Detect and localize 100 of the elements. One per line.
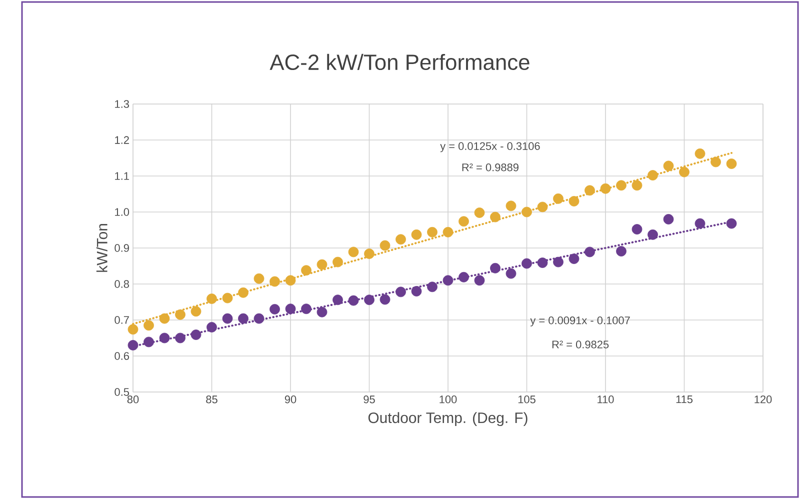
point xyxy=(348,246,359,258)
point xyxy=(679,166,690,178)
point xyxy=(238,287,248,298)
y-tick-label: 1.1 xyxy=(115,172,129,180)
point xyxy=(332,294,343,306)
point xyxy=(458,216,469,227)
y-tick-label: 1.2 xyxy=(115,136,129,144)
point xyxy=(144,320,154,331)
point xyxy=(159,332,170,344)
point xyxy=(522,206,532,218)
point xyxy=(128,324,138,335)
point xyxy=(506,268,516,279)
point xyxy=(175,332,186,344)
point xyxy=(710,156,721,168)
point xyxy=(490,212,500,222)
x-tick-label: 120 xyxy=(754,396,772,404)
x-axis-title: Outdoor Temp. (Deg. F) xyxy=(368,412,528,426)
point xyxy=(254,313,264,324)
point xyxy=(663,160,674,172)
point xyxy=(332,256,343,268)
point xyxy=(301,304,312,314)
point xyxy=(442,275,454,286)
point xyxy=(474,275,485,286)
point xyxy=(726,158,737,169)
point xyxy=(348,295,359,306)
point xyxy=(301,265,312,276)
point xyxy=(206,322,217,332)
point xyxy=(128,340,138,350)
point xyxy=(270,304,280,314)
y-tick-label: 0.5 xyxy=(114,388,130,396)
point xyxy=(458,272,469,282)
x-tick-label: 110 xyxy=(598,396,614,404)
point xyxy=(522,258,532,269)
point xyxy=(553,256,564,268)
annotation: R² = 0.9889 xyxy=(462,163,518,172)
point xyxy=(474,208,485,218)
point xyxy=(364,294,374,306)
point xyxy=(584,246,595,258)
point xyxy=(427,226,438,238)
point xyxy=(632,224,642,234)
point xyxy=(238,313,248,324)
point xyxy=(427,282,438,292)
point xyxy=(222,313,233,324)
chart-title: AC-2 kW/Ton Performance xyxy=(270,54,530,70)
point xyxy=(442,226,454,238)
point xyxy=(396,234,406,245)
point xyxy=(254,273,264,284)
y-tick-label: 0.8 xyxy=(114,280,129,288)
point xyxy=(364,248,374,259)
x-tick-label: 100 xyxy=(440,396,457,404)
point xyxy=(411,286,422,296)
point xyxy=(190,306,202,317)
y-tick-label: 0.9 xyxy=(114,244,129,252)
point xyxy=(316,306,328,318)
point xyxy=(144,336,154,348)
point xyxy=(648,229,658,240)
x-tick-label: 105 xyxy=(518,396,536,404)
point xyxy=(206,294,217,304)
point xyxy=(616,246,626,256)
point xyxy=(396,286,406,298)
point xyxy=(663,214,674,224)
point xyxy=(190,330,202,340)
point xyxy=(175,309,186,320)
point xyxy=(159,313,170,324)
y-tick-label: 1.0 xyxy=(115,208,130,216)
y-tick-label: 1.3 xyxy=(115,100,129,108)
x-tick-label: 90 xyxy=(284,396,296,404)
y-tick-label: 0.6 xyxy=(114,352,129,360)
point xyxy=(632,180,642,191)
point xyxy=(694,148,706,159)
point xyxy=(648,170,658,180)
point xyxy=(222,292,233,304)
point xyxy=(285,304,296,314)
point xyxy=(380,294,390,305)
point xyxy=(694,218,706,229)
point xyxy=(380,240,390,251)
point xyxy=(568,254,580,264)
annotation: y = 0.0125x - 0.3106 xyxy=(440,142,540,152)
point xyxy=(616,180,626,191)
annotation: R² = 0.9825 xyxy=(552,340,609,348)
x-tick-label: 115 xyxy=(676,396,693,404)
x-tick-label: 85 xyxy=(206,396,218,404)
point xyxy=(316,259,328,270)
point xyxy=(506,200,516,212)
point xyxy=(584,185,595,196)
point xyxy=(490,262,500,274)
point xyxy=(537,258,548,268)
y-tick-label: 0.7 xyxy=(114,316,129,324)
annotation: y = 0.0091x - 0.1007 xyxy=(530,316,630,326)
point xyxy=(553,193,564,204)
x-tick-label: 95 xyxy=(364,396,375,404)
y-axis-title: kW/Ton xyxy=(96,224,108,272)
x-tick-label: 80 xyxy=(127,396,139,404)
point xyxy=(411,229,422,240)
point xyxy=(537,202,548,212)
point xyxy=(270,276,280,287)
point xyxy=(568,196,580,206)
point xyxy=(285,275,296,286)
point xyxy=(600,183,611,194)
point xyxy=(726,218,737,229)
